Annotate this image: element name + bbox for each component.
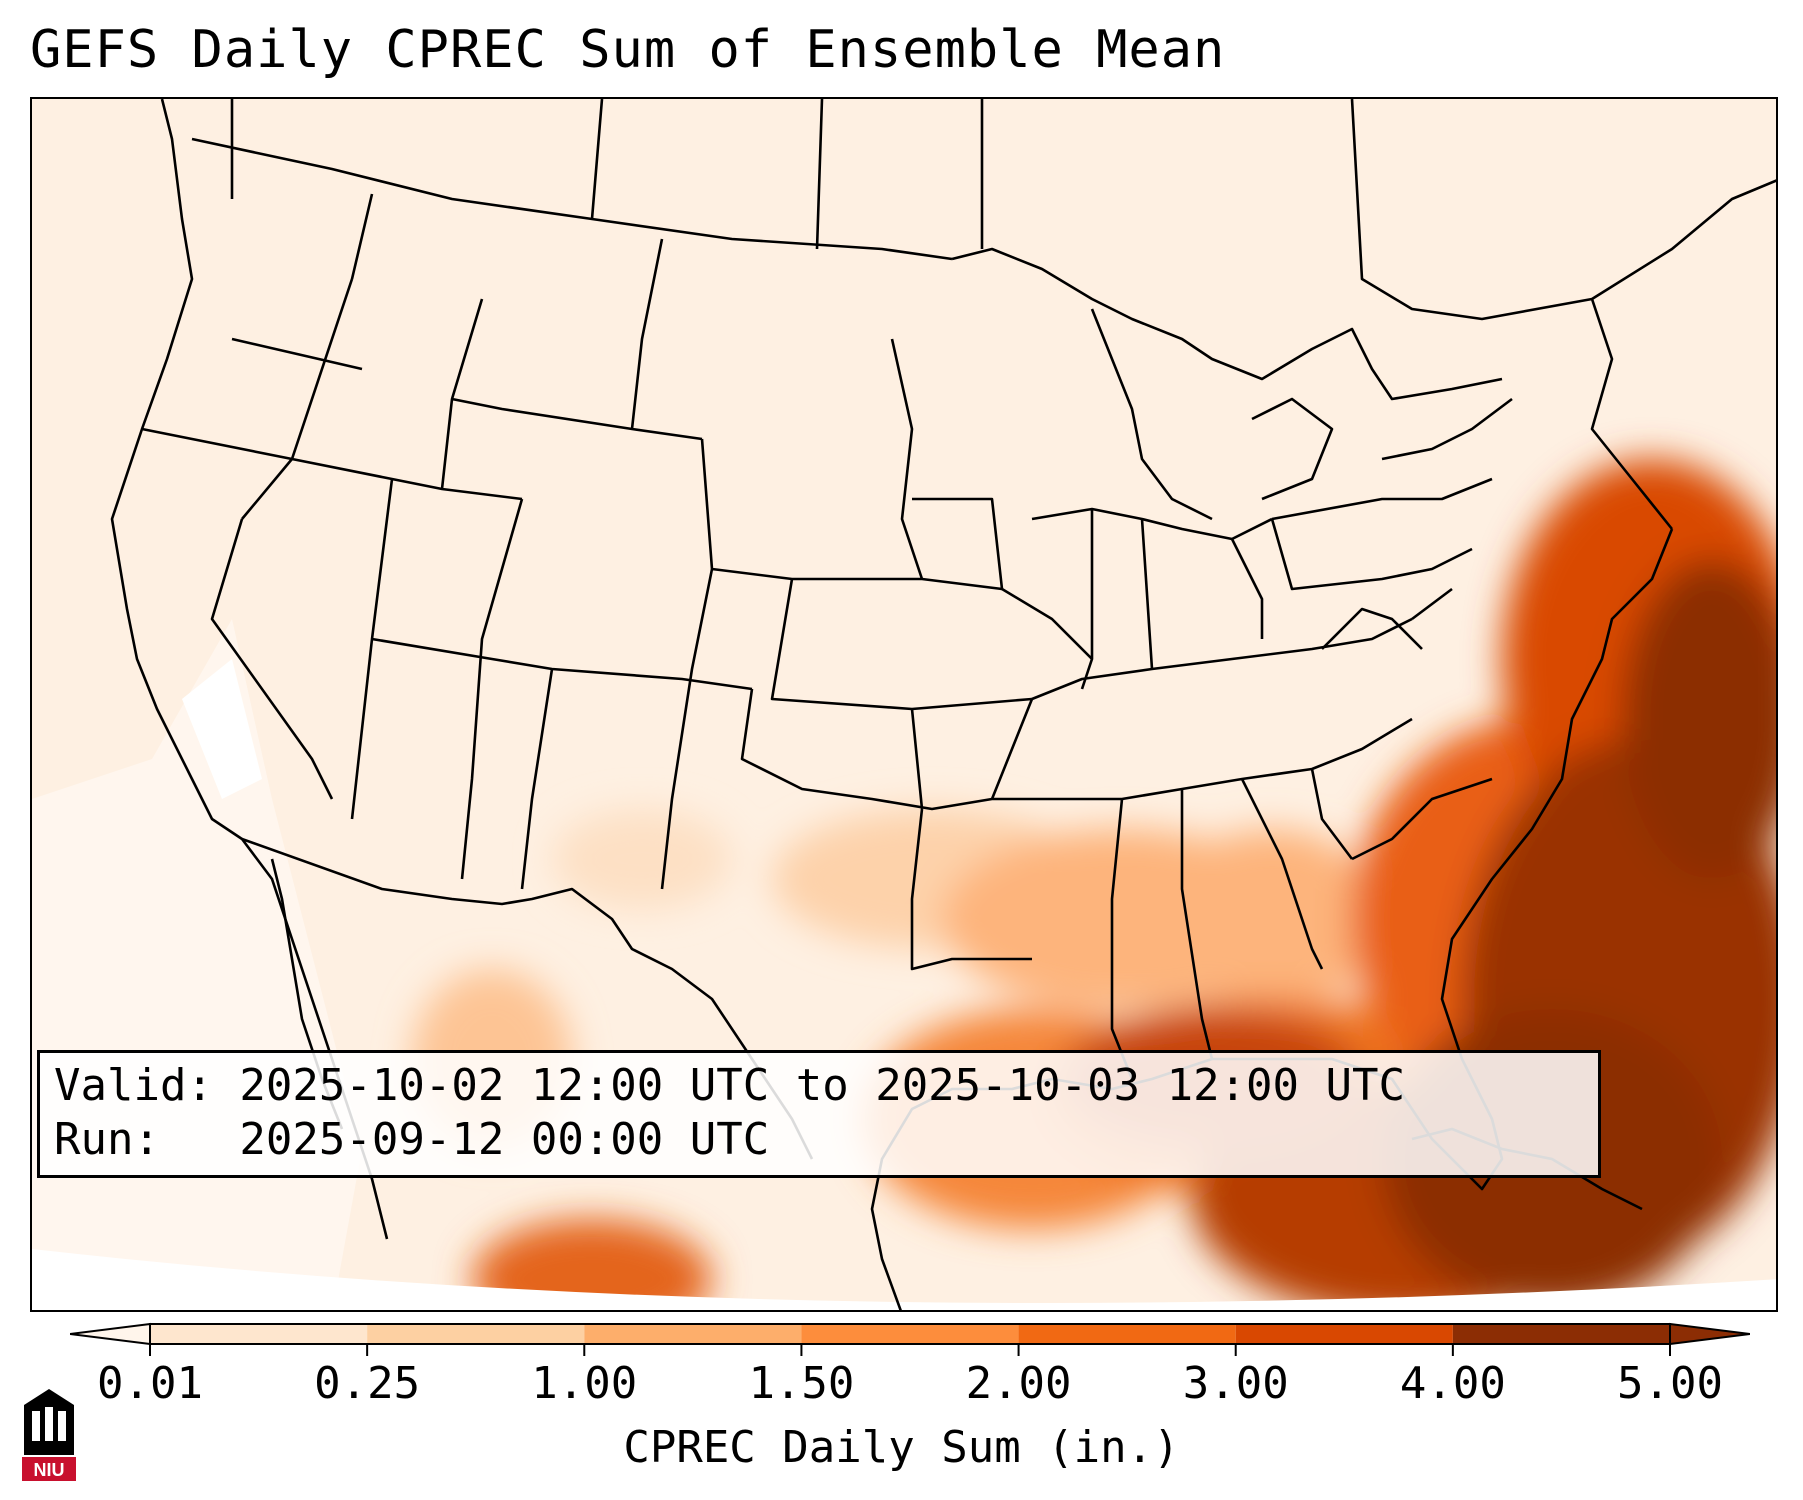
colorbar-outline bbox=[149, 1323, 1671, 1345]
colorbar-tick-label: 5.00 bbox=[1617, 1358, 1723, 1409]
colorbar-tick-label: 4.00 bbox=[1399, 1358, 1506, 1409]
colorbar-extend-high bbox=[1669, 1322, 1750, 1346]
valid-run-info-box: Valid: 2025-10-02 12:00 UTC to 2025-10-0… bbox=[37, 1050, 1601, 1178]
niu-logo: NIU bbox=[22, 1389, 76, 1481]
projection-edge bbox=[32, 1249, 1776, 1310]
canada-provinces bbox=[230, 99, 1776, 321]
map-title: GEFS Daily CPREC Sum of Ensemble Mean bbox=[30, 20, 1226, 80]
colorbar-cell bbox=[801, 1324, 1019, 1344]
colorbar-cell bbox=[367, 1324, 585, 1344]
run-time-text: Run: 2025-09-12 00:00 UTC bbox=[54, 1114, 770, 1165]
colorbar bbox=[70, 1322, 1750, 1356]
colorbar-cell bbox=[1235, 1324, 1453, 1344]
colorbar-tick-label: 3.00 bbox=[1182, 1358, 1289, 1409]
colorbar-tick-label: 0.25 bbox=[314, 1358, 421, 1409]
colorbar-cell bbox=[1018, 1324, 1236, 1344]
colorbar-extend-low bbox=[70, 1322, 151, 1346]
colorbar-cell bbox=[584, 1324, 802, 1344]
colorbar-cell bbox=[1452, 1324, 1670, 1344]
valid-time-text: Valid: 2025-10-02 12:00 UTC to 2025-10-0… bbox=[54, 1060, 1406, 1111]
great-lakes bbox=[951, 247, 1503, 401]
colorbar-cell bbox=[150, 1324, 368, 1344]
colorbar-tick-label: 0.01 bbox=[97, 1358, 203, 1409]
state-lines bbox=[141, 193, 1033, 890]
colorbar-tick-label: 1.50 bbox=[748, 1358, 855, 1409]
colorbar-label: CPREC Daily Sum (in.) bbox=[623, 1422, 1180, 1473]
california-min bbox=[182, 659, 262, 799]
logo-text: NIU bbox=[34, 1460, 65, 1480]
colorbar-tick-label: 1.00 bbox=[531, 1358, 638, 1409]
colorbar-tick-label: 2.00 bbox=[965, 1358, 1072, 1409]
pacific-coastline bbox=[110, 99, 389, 1240]
